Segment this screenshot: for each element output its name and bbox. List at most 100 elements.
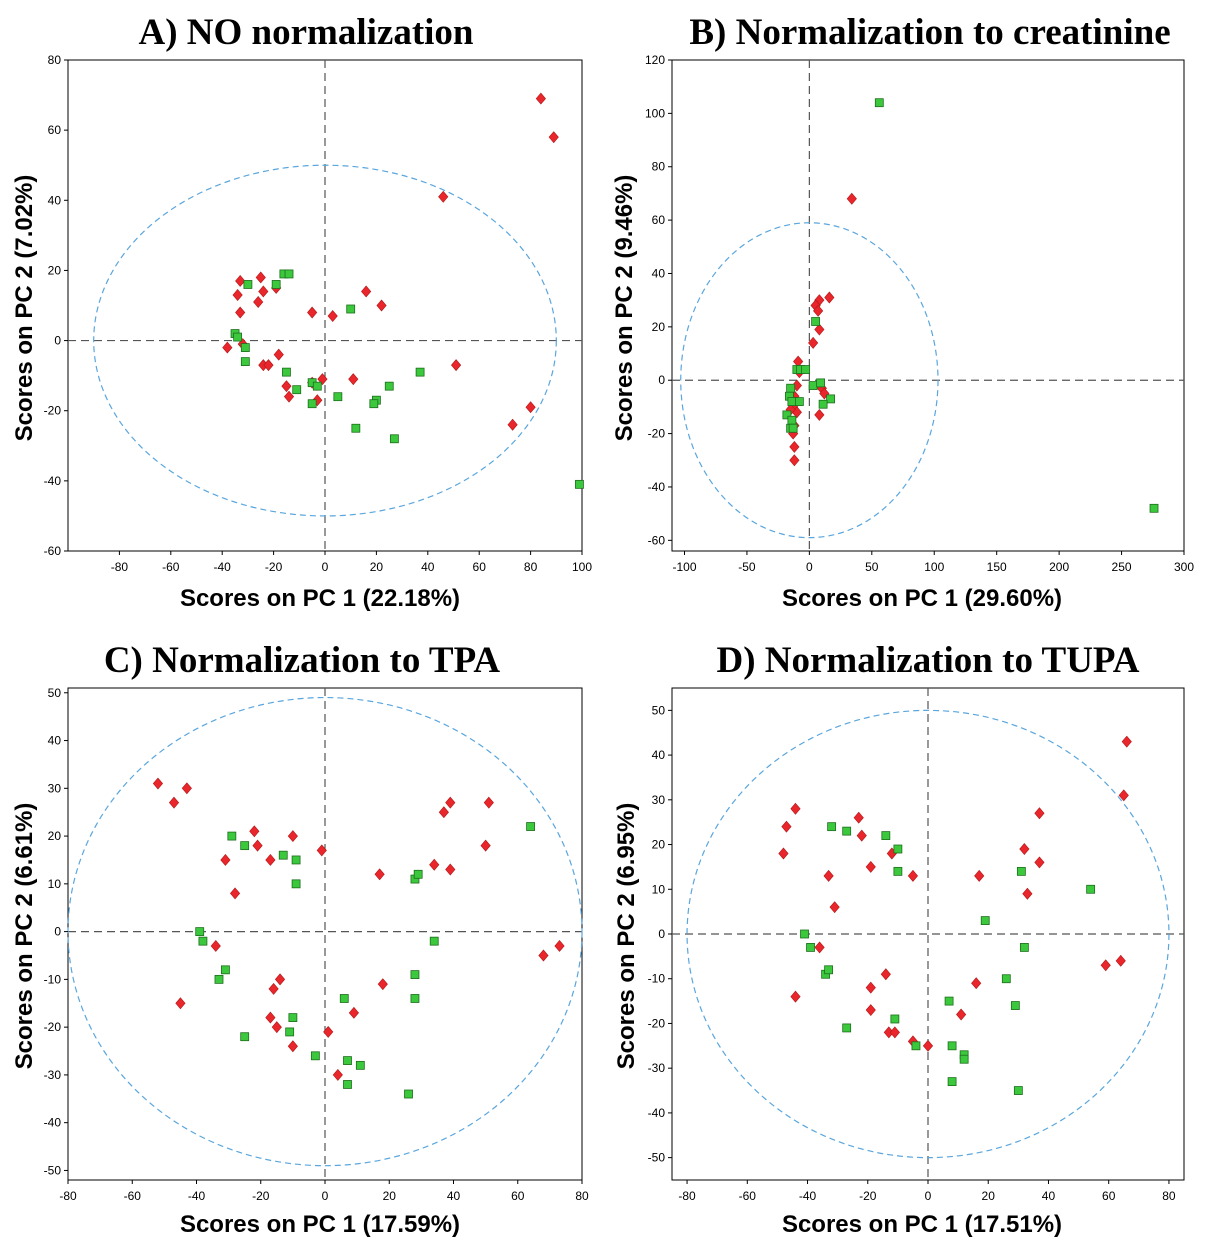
panel-a-diamond-point [283, 390, 295, 403]
panel-c-y-tick-label: -20 [44, 1020, 62, 1034]
panel-b-x-axis-label: Scores on PC 1 (29.60%) [782, 585, 1062, 612]
panel-d-square-point [1019, 943, 1029, 952]
panel-b-x-tick-label: 250 [1112, 560, 1132, 574]
panel-a-x-tick-label: 100 [572, 560, 592, 574]
panel-d-square-point [947, 1077, 957, 1086]
panel-c-diamond-point [316, 844, 327, 857]
panel-d-y-tick-label: -40 [648, 1106, 666, 1120]
panel-d-diamond-point [889, 1026, 900, 1039]
panel-a-diamond-point [281, 380, 292, 393]
panel-c-diamond-point [274, 973, 286, 986]
panel-d-square-point [893, 866, 903, 876]
panel-b-diamond-point [789, 440, 800, 453]
panel-b-diamond-point [789, 454, 800, 467]
panel-a-square-point [384, 381, 394, 391]
panel-b-square-point [811, 317, 821, 326]
panel-a-y-axis-label: Scores on PC 2 (7.02%) [11, 175, 38, 442]
panel-d-square-point [1016, 866, 1026, 876]
panel-c-diamond-point [271, 1021, 282, 1034]
panel-d-square-point [1001, 974, 1011, 984]
panel-a-diamond-point [307, 306, 318, 319]
panel-c-diamond-point [538, 949, 549, 962]
panel-a-square-point [292, 385, 302, 395]
panel-c-diamond-point [332, 1068, 343, 1081]
panel-c-square-point [288, 1013, 298, 1022]
panel-d-x-tick-label: 0 [925, 1189, 932, 1203]
panel-c-diamond-point [181, 782, 192, 795]
panel-c-y-tick-label: -40 [44, 1116, 62, 1130]
panel-c-square-point [195, 927, 205, 937]
panel-d-square-point [980, 916, 990, 925]
panel-b-x-tick-label: 100 [924, 560, 944, 574]
panel-d-title: D) Normalization to TUPA [716, 640, 1139, 681]
panel-d-diamond-point [1115, 954, 1126, 967]
panel-a-square-point [346, 304, 356, 314]
panel-b-x-tick-label: -100 [672, 560, 696, 574]
panel-a-diamond-point [255, 271, 266, 284]
panel-d-diamond-point [856, 829, 867, 842]
panel-b-square-point [786, 383, 796, 393]
panel-a-diamond-point [312, 394, 323, 407]
panel-a-diamond-point [327, 310, 338, 322]
panel-c-square-point [221, 965, 230, 975]
panel-d-square-point [827, 822, 837, 832]
panel-d-y-axis-label: Scores on PC 2 (6.95%) [613, 803, 640, 1070]
panel-a-square-point [369, 399, 379, 409]
panel-a-square-point [333, 392, 343, 402]
panel-a-x-tick-label: -40 [214, 560, 232, 574]
panel-d-diamond-point [865, 981, 876, 994]
panel-d-y-tick-label: -30 [648, 1061, 666, 1075]
panel-c-square-point [343, 1056, 352, 1065]
panel-c-diamond-point [445, 796, 456, 809]
panel-b-x-tick-label: -50 [738, 560, 756, 574]
panel-d-diamond-point [880, 968, 891, 981]
panel-d-diamond-point [829, 901, 840, 914]
panel-a-x-tick-label: -80 [111, 560, 129, 574]
panel-d-square-point [881, 831, 891, 840]
panel-a-square-point [282, 367, 291, 377]
panel-c-y-tick-label: -50 [44, 1163, 62, 1177]
panel-c-diamond-point [348, 1006, 359, 1019]
panel-a-diamond-point [263, 359, 274, 372]
panel-a-y-tick-label: 0 [54, 334, 61, 348]
panel-c-y-tick-label: 0 [54, 925, 61, 939]
panel-c-y-tick-label: 30 [48, 781, 62, 795]
panel-c-diamond-point [175, 997, 186, 1010]
panel-a-diamond-point [232, 289, 243, 301]
panel-d-diamond-point [865, 1004, 876, 1016]
panel-a-square-point [575, 479, 584, 489]
panel-b-y-tick-label: 40 [652, 266, 666, 280]
panel-c-y-axis-label: Scores on PC 2 (6.61%) [11, 803, 38, 1070]
panel-d-diamond-point [974, 869, 985, 882]
panel-b-y-axis-label: Scores on PC 2 (9.46%) [611, 175, 638, 442]
panel-a-square-point [415, 367, 425, 377]
panel-b: B) Normalization to creatinine Scores on… [611, 12, 1194, 612]
panel-c-square-point [526, 822, 535, 831]
panel-b-square-point [801, 365, 811, 374]
panel-d-x-tick-label: 40 [1042, 1189, 1056, 1203]
panel-c-square-point [291, 855, 301, 865]
panel-c-square-point [214, 974, 224, 984]
panel-b-square-point [874, 98, 884, 108]
panel-a-square-point [351, 423, 361, 433]
panel-a-square-point [284, 269, 294, 279]
panel-a-diamond-point [361, 285, 372, 298]
panel-d-diamond-point [781, 820, 792, 833]
panel-d-y-tick-label: 30 [652, 793, 666, 807]
panel-b-square-point [808, 381, 818, 390]
panel-a-y-tick-label: -40 [44, 474, 62, 488]
panel-a-confidence-ellipse [93, 164, 557, 517]
panel-d: D) Normalization to TUPA Scores on PC 1 … [613, 640, 1185, 1238]
panel-d-diamond-point [1118, 789, 1129, 802]
panel-b-square-point [816, 378, 826, 388]
panel-c-diamond-point [265, 853, 276, 866]
panel-c-title: C) Normalization to TPA [104, 640, 501, 681]
panel-d-x-tick-label: -60 [739, 1189, 757, 1203]
panel-a-square-point [307, 399, 317, 409]
panel-c-diamond-point [249, 825, 260, 838]
panel-d-x-axis-label: Scores on PC 1 (17.51%) [782, 1211, 1062, 1238]
panel-d-y-tick-label: -10 [648, 972, 666, 986]
panel-d-y-tick-label: 40 [652, 748, 666, 762]
panel-c-square-point [413, 869, 423, 879]
panel-b-diamond-point [814, 408, 825, 421]
